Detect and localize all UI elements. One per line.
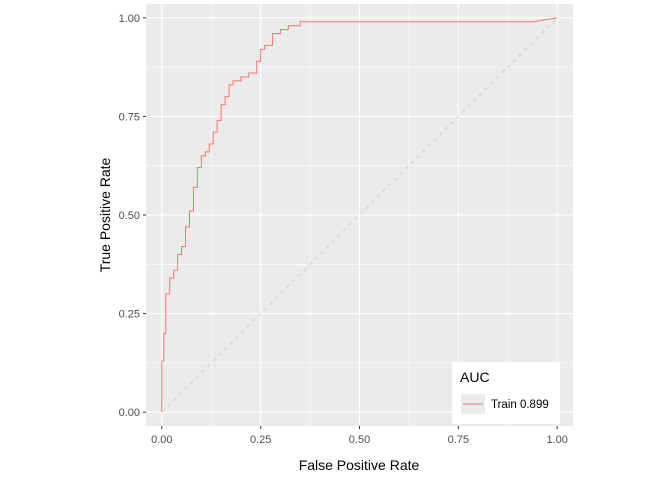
y-tick-label: 0.50 bbox=[119, 210, 140, 222]
grid-layer bbox=[146, 4, 573, 426]
reference-diagonal-line bbox=[161, 17, 558, 413]
y-axis-ticks: 0.00 0.25 0.50 0.75 1.00 bbox=[119, 13, 146, 419]
x-tick-label: 0.75 bbox=[448, 434, 469, 446]
y-tick-label: 0.25 bbox=[119, 309, 140, 321]
legend-label-train: Train 0.899 bbox=[491, 399, 549, 411]
x-tick-label: 1.00 bbox=[546, 434, 567, 446]
legend-title: AUC bbox=[460, 369, 490, 385]
x-tick-label: 0.50 bbox=[349, 434, 370, 446]
legend: AUC Train 0.899 bbox=[452, 362, 560, 424]
x-tick-label: 0.00 bbox=[151, 434, 172, 446]
y-axis-title: True Positive Rate bbox=[97, 157, 113, 272]
roc-curve-train bbox=[161, 17, 558, 413]
y-tick-label: 0.00 bbox=[119, 407, 140, 419]
x-axis-ticks: 0.00 0.25 0.50 0.75 1.00 bbox=[151, 426, 568, 446]
x-axis-title: False Positive Rate bbox=[299, 457, 420, 473]
y-tick-label: 1.00 bbox=[119, 13, 140, 25]
y-tick-label: 0.75 bbox=[119, 111, 140, 123]
x-tick-label: 0.25 bbox=[250, 434, 271, 446]
